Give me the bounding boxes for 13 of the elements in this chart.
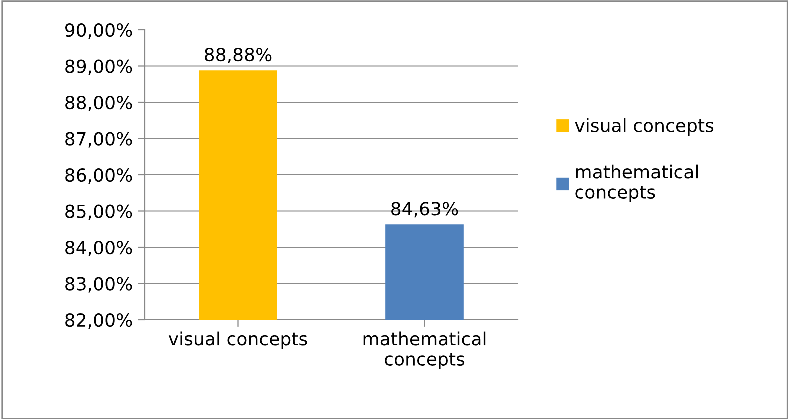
y-tick-label: 85,00% <box>66 204 132 220</box>
data-label: 88,88% <box>205 48 272 64</box>
y-tick-label: 82,00% <box>66 313 132 329</box>
data-label: 84,63% <box>392 202 458 218</box>
legend-label: visual concepts <box>575 118 714 136</box>
y-tick-label: 83,00% <box>66 277 132 293</box>
y-tick-label: 84,00% <box>66 240 132 256</box>
y-tick-label: 88,00% <box>66 96 132 112</box>
legend-label: mathematical concepts <box>576 164 698 203</box>
y-tick-label: 89,00% <box>66 60 132 76</box>
y-tick-label: 86,00% <box>66 168 132 184</box>
y-tick-label: 87,00% <box>66 132 132 148</box>
y-tick-label: 90,00% <box>65 23 132 39</box>
